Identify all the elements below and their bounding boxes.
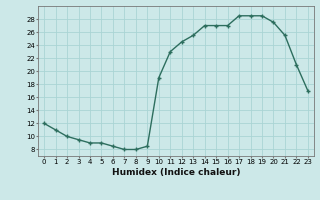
X-axis label: Humidex (Indice chaleur): Humidex (Indice chaleur) <box>112 168 240 177</box>
